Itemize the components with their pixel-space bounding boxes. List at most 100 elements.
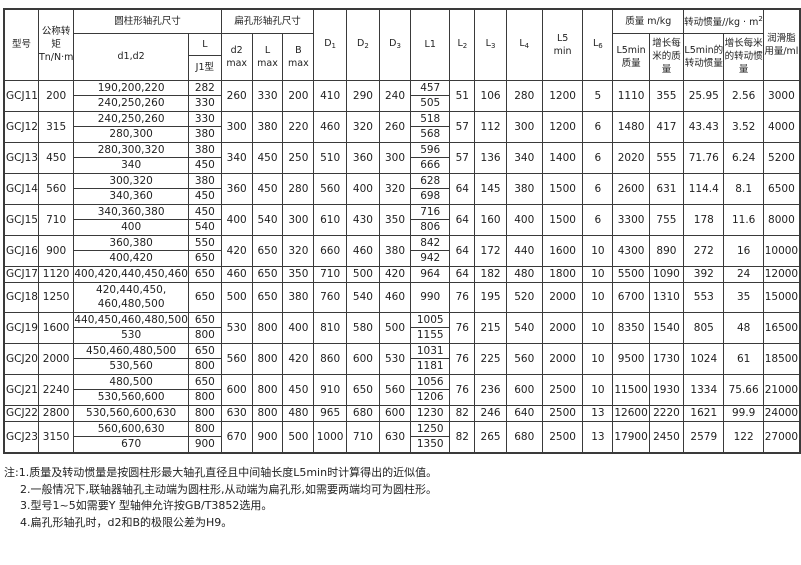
header-L4: L4 — [505, 8, 543, 81]
bore-length-cell: 540 — [187, 219, 222, 236]
L4-cell: 440 — [505, 234, 543, 267]
i1-cell: 178 — [683, 203, 725, 236]
m2-cell: 417 — [648, 110, 685, 143]
d2-cell: 460 — [220, 265, 253, 283]
B-cell: 280 — [282, 172, 315, 205]
note-2: 2.一般情况下,联轴器轴孔主动端为圆柱形,从动端为扁孔形,如需要两端均可为圆柱形… — [20, 482, 437, 496]
i1-cell: 25.95 — [683, 79, 725, 112]
torque-cell: 1600 — [37, 311, 75, 344]
Lf-cell: 900 — [251, 420, 284, 453]
L2-cell: 64 — [449, 234, 476, 267]
bore-length-cell: 330 — [187, 95, 222, 112]
L5-cell: 1600 — [541, 234, 584, 267]
bore-diameters-cell: 530,560,600 — [73, 389, 189, 406]
B-cell: 480 — [282, 404, 315, 422]
D3-cell: 380 — [378, 234, 412, 267]
D3-cell: 560 — [378, 373, 412, 406]
B-cell: 200 — [282, 79, 315, 112]
L2-cell: 82 — [449, 420, 476, 453]
bore-length-cell: 550 — [187, 234, 222, 251]
L6-cell: 10 — [582, 281, 614, 313]
header-inertia: 转动惯量//kg · m2 — [683, 8, 764, 34]
bore-length-cell: 900 — [187, 436, 222, 453]
L6-cell: 6 — [582, 203, 614, 236]
d2-cell: 530 — [220, 311, 253, 344]
m2-cell: 1930 — [648, 373, 685, 406]
bore-diameters-cell: 400 — [73, 219, 189, 236]
L1-cell: 698 — [410, 188, 451, 205]
L3-cell: 172 — [474, 234, 507, 267]
D1-cell: 660 — [313, 234, 347, 267]
bore-diameters-cell: 530,560,600,630 — [73, 404, 189, 422]
m2-cell: 755 — [648, 203, 685, 236]
L3-cell: 265 — [474, 420, 507, 453]
B-cell: 500 — [282, 420, 315, 453]
L5-cell: 2000 — [541, 281, 584, 313]
m2-cell: 1730 — [648, 342, 685, 375]
model-cell: GCJ13 — [3, 141, 39, 174]
i1-cell: 805 — [683, 311, 725, 344]
torque-cell: 3150 — [37, 420, 75, 453]
model-cell: GCJ19 — [3, 311, 39, 344]
L3-cell: 106 — [474, 79, 507, 112]
i2-cell: 24 — [723, 265, 764, 283]
D1-cell: 810 — [313, 311, 347, 344]
bore-length-cell: 800 — [187, 404, 222, 422]
m1-cell: 2020 — [612, 141, 650, 174]
L4-cell: 540 — [505, 311, 543, 344]
L6-cell: 10 — [582, 265, 614, 283]
i1-cell: 114.4 — [683, 172, 725, 205]
i2-cell: 2.56 — [723, 79, 764, 112]
D3-cell: 320 — [378, 172, 412, 205]
i1-cell: 43.43 — [683, 110, 725, 143]
D1-cell: 560 — [313, 172, 347, 205]
torque-cell: 315 — [37, 110, 75, 143]
bore-length-cell: 380 — [187, 141, 222, 158]
table-row: GCJ19 1600 440,450,460,480,500 650 530 800 400… — [3, 311, 801, 344]
model-cell: GCJ14 — [3, 172, 39, 205]
table-subrow: 670 900 1350 — [4, 436, 800, 453]
note-1: 注:1.质量及转动惯量是按圆柱形最大轴孔直径且中间轴长度L5min时计算得出的近… — [4, 466, 438, 479]
m1-cell: 1110 — [612, 79, 650, 112]
L4-cell: 380 — [505, 172, 543, 205]
header-J1: J1型 — [187, 54, 222, 81]
D1-cell: 910 — [313, 373, 347, 406]
i2-cell: 6.24 — [723, 141, 764, 174]
torque-cell: 1250 — [37, 281, 75, 313]
L6-cell: 10 — [582, 342, 614, 375]
L6-cell: 5 — [582, 79, 614, 112]
L1-cell: 964 — [410, 265, 451, 283]
bore-length-cell: 330 — [187, 110, 222, 127]
L5-cell: 2500 — [541, 373, 584, 406]
model-cell: GCJ11 — [3, 79, 39, 112]
header-D2: D2 — [345, 8, 380, 81]
L4-cell: 680 — [505, 420, 543, 453]
m1-cell: 6700 — [612, 281, 650, 313]
L2-cell: 64 — [449, 172, 476, 205]
L6-cell: 10 — [582, 311, 614, 344]
bore-diameters-cell: 340 — [73, 157, 189, 174]
D3-cell: 500 — [378, 311, 412, 344]
m1-cell: 12600 — [612, 404, 650, 422]
bore-diameters-cell: 300,320 — [73, 172, 189, 189]
L5-cell: 1200 — [541, 110, 584, 143]
header-D3: D3 — [378, 8, 412, 81]
d2-cell: 420 — [220, 234, 253, 267]
bore-length-cell: 650 — [187, 250, 222, 267]
m1-cell: 17900 — [612, 420, 650, 453]
g-cell: 6500 — [762, 172, 801, 205]
L2-cell: 64 — [449, 203, 476, 236]
D1-cell: 410 — [313, 79, 347, 112]
model-cell: GCJ18 — [3, 281, 39, 313]
d2-cell: 260 — [220, 79, 253, 112]
g-cell: 3000 — [762, 79, 801, 112]
L2-cell: 76 — [449, 342, 476, 375]
i1-cell: 1621 — [683, 404, 725, 422]
B-cell: 250 — [282, 141, 315, 174]
header-grease: 润滑脂用量/ml — [762, 8, 801, 81]
table-subrow: 280,300 380 568 — [4, 126, 800, 143]
L5-cell: 1200 — [541, 79, 584, 112]
torque-cell: 200 — [37, 79, 75, 112]
L4-cell: 520 — [505, 281, 543, 313]
L4-cell: 600 — [505, 373, 543, 406]
